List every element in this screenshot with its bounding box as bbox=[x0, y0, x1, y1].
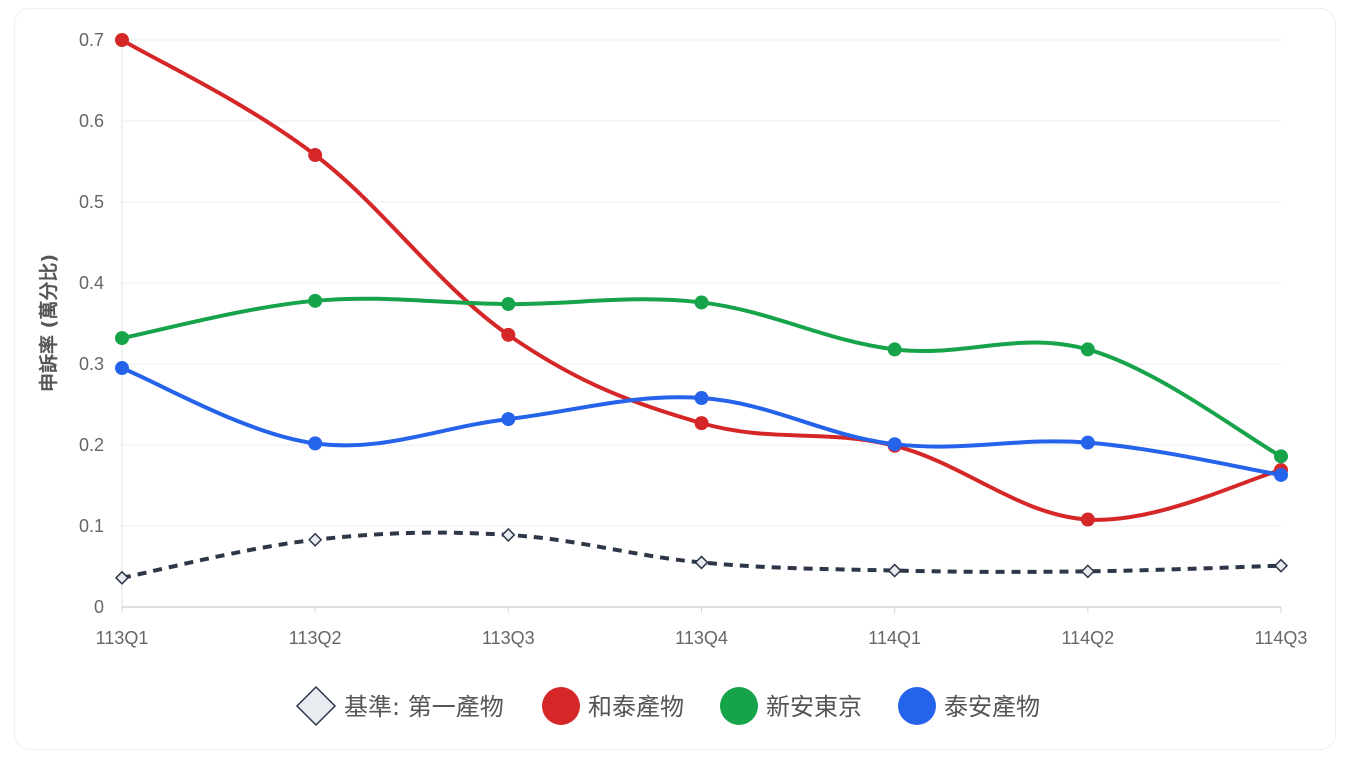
data-point[interactable] bbox=[887, 563, 902, 578]
data-point[interactable] bbox=[501, 297, 516, 312]
x-tick-label: 113Q2 bbox=[289, 628, 342, 648]
x-tick-labels: 113Q1 113Q2 113Q3 113Q4 114Q1 114Q2 114Q3 bbox=[96, 628, 1308, 648]
data-point[interactable] bbox=[887, 437, 902, 452]
x-tick-label: 113Q1 bbox=[96, 628, 149, 648]
data-point[interactable] bbox=[887, 342, 902, 357]
data-point[interactable] bbox=[308, 293, 323, 308]
legend-item[interactable]: 和泰產物 bbox=[542, 687, 684, 725]
x-tick-label: 114Q1 bbox=[868, 628, 921, 648]
y-tick-label: 0.2 bbox=[79, 435, 104, 455]
axes bbox=[121, 40, 1282, 613]
y-tick-label: 0.3 bbox=[79, 354, 104, 374]
data-point[interactable] bbox=[1080, 564, 1095, 579]
data-point[interactable] bbox=[694, 416, 709, 431]
x-tick-label: 113Q4 bbox=[675, 628, 728, 648]
data-point[interactable] bbox=[115, 33, 129, 47]
data-point[interactable] bbox=[1274, 467, 1288, 482]
y-tick-label: 0.5 bbox=[79, 192, 104, 212]
legend-marker bbox=[542, 687, 580, 725]
series-3 bbox=[115, 361, 1288, 482]
series-0 bbox=[114, 527, 1289, 585]
legend-item[interactable]: 基準: 第一產物 bbox=[295, 685, 504, 727]
legend-label: 泰安產物 bbox=[944, 693, 1040, 721]
data-point[interactable] bbox=[114, 570, 130, 585]
y-tick-labels: 0 0.1 0.2 0.3 0.4 0.5 0.6 0.7 bbox=[79, 30, 104, 617]
data-point[interactable] bbox=[1080, 435, 1095, 450]
series-line bbox=[121, 530, 1282, 580]
series-line bbox=[120, 38, 1283, 522]
legend-label: 新安東京 bbox=[766, 693, 862, 721]
legend-marker bbox=[295, 685, 337, 727]
x-tick-label: 114Q3 bbox=[1255, 628, 1308, 648]
y-tick-label: 0.7 bbox=[79, 30, 104, 50]
legend-marker bbox=[898, 687, 936, 725]
y-tick-label: 0.6 bbox=[79, 111, 104, 131]
grid-lines bbox=[122, 39, 1281, 527]
series-line bbox=[120, 296, 1283, 459]
data-point[interactable] bbox=[1273, 558, 1289, 573]
series-1 bbox=[115, 33, 1288, 527]
x-tick-label: 114Q2 bbox=[1061, 628, 1114, 648]
data-point[interactable] bbox=[694, 391, 709, 406]
data-point[interactable] bbox=[1274, 449, 1288, 464]
data-point[interactable] bbox=[115, 331, 129, 346]
legend-label: 基準: 第一產物 bbox=[344, 693, 504, 721]
data-point[interactable] bbox=[1080, 342, 1095, 357]
series-group bbox=[114, 33, 1289, 585]
chart-card bbox=[14, 8, 1336, 750]
data-point[interactable] bbox=[501, 527, 516, 542]
y-axis-label: 申訴率 (萬分比) bbox=[37, 254, 60, 392]
x-tick-label: 113Q3 bbox=[482, 628, 535, 648]
legend-label: 和泰產物 bbox=[588, 693, 684, 721]
data-point[interactable] bbox=[308, 148, 323, 163]
data-point[interactable] bbox=[501, 327, 516, 342]
data-point[interactable] bbox=[115, 361, 129, 376]
y-tick-label: 0 bbox=[94, 597, 104, 617]
legend-marker bbox=[720, 687, 758, 725]
series-2 bbox=[115, 293, 1288, 464]
data-point[interactable] bbox=[1080, 512, 1095, 527]
data-point[interactable] bbox=[308, 532, 323, 547]
legend-item[interactable]: 新安東京 bbox=[720, 687, 862, 725]
data-point[interactable] bbox=[308, 436, 323, 451]
data-point[interactable] bbox=[501, 412, 516, 427]
y-tick-label: 0.4 bbox=[79, 273, 104, 293]
legend[interactable]: 基準: 第一產物 和泰產物 新安東京 泰安產物 bbox=[295, 685, 1040, 727]
data-point[interactable] bbox=[694, 295, 709, 310]
y-tick-label: 0.1 bbox=[79, 516, 104, 536]
data-point[interactable] bbox=[694, 555, 709, 570]
legend-item[interactable]: 泰安產物 bbox=[898, 687, 1040, 725]
